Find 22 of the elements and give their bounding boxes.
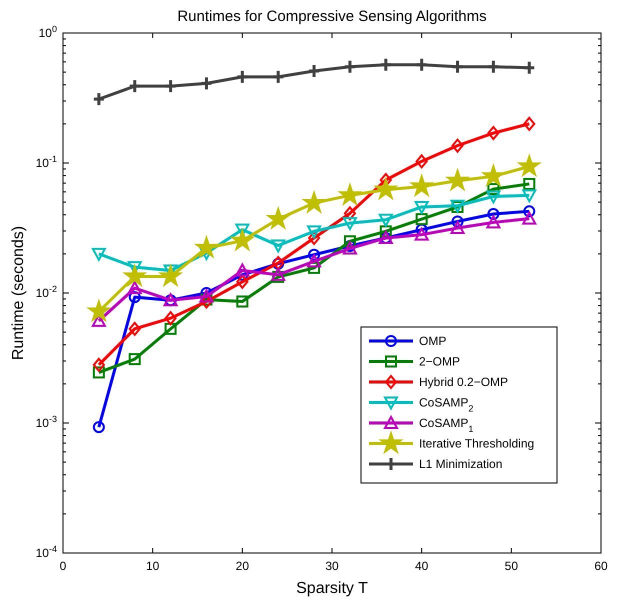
legend-label: CoSAMP$_{1}$ [419, 416, 474, 434]
x-tick-label: 10 [146, 559, 160, 573]
x-axis-title: Sparsity T [296, 580, 368, 597]
x-tick-label: 60 [594, 559, 608, 573]
chart-title: Runtimes for Compressive Sensing Algorithms [177, 8, 487, 25]
legend-label: OMP [419, 334, 446, 348]
legend-label: L1 Minimization [419, 457, 502, 471]
y-tick-label: 10$^{-3}$ [36, 414, 57, 430]
x-tick-label: 30 [325, 559, 339, 573]
y-axis-title: Runtime (seconds) [10, 226, 27, 360]
y-tick-label: 10$^{-4}$ [36, 544, 57, 560]
legend-label: CoSAMP$_{2}$ [419, 396, 474, 414]
legend-label: 2−OMP [419, 354, 460, 368]
x-tick-label: 20 [236, 559, 250, 573]
x-tick-label: 0 [60, 559, 67, 573]
y-tick-label: 10$^{-2}$ [36, 284, 57, 300]
legend-label: Hybrid 0.2−OMP [419, 375, 508, 389]
y-tick-label: 10$^{-1}$ [36, 154, 57, 170]
x-tick-label: 40 [414, 559, 429, 573]
x-tick-label: 50 [504, 559, 518, 573]
legend-label: Iterative Thresholding [419, 436, 534, 450]
y-tick-label: 10$^{0}$ [38, 24, 57, 40]
